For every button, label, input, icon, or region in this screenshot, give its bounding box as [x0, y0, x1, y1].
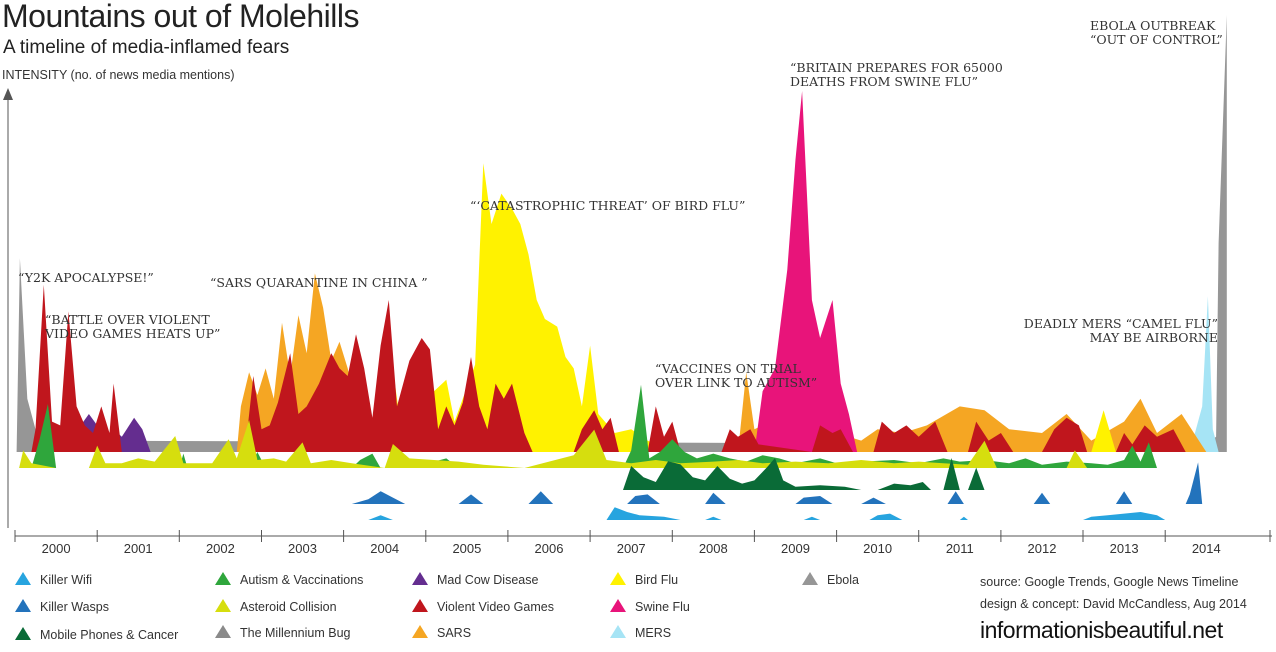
- annotation: DEADLY MERS “CAMEL FLU” MAY BE AIRBORNE: [1024, 316, 1218, 345]
- page-title: Mountains out of Molehills: [2, 0, 359, 34]
- legend-item: Killer Wifi: [15, 572, 92, 587]
- legend-item: Autism & Vaccinations: [215, 572, 363, 587]
- legend-triangle-icon: [802, 572, 818, 585]
- legend-item: The Millennium Bug: [215, 625, 350, 640]
- x-tick-label: 2003: [288, 541, 317, 556]
- series-bird-flu: [384, 163, 1116, 452]
- series-mers: [1189, 296, 1219, 452]
- legend-item: MERS: [610, 625, 671, 640]
- x-tick-label: 2013: [1110, 541, 1139, 556]
- legend-label: Swine Flu: [635, 600, 690, 614]
- legend-triangle-icon: [412, 572, 428, 585]
- legend-label: Mobile Phones & Cancer: [40, 628, 179, 642]
- legend-label: Violent Video Games: [437, 600, 554, 614]
- legend-item: Mobile Phones & Cancer: [15, 627, 178, 642]
- legend-item: Killer Wasps: [15, 599, 109, 614]
- x-tick-label: 2006: [535, 541, 564, 556]
- x-tick-label: 2002: [206, 541, 235, 556]
- legend-triangle-icon: [15, 627, 31, 640]
- x-tick-label: 2012: [1028, 541, 1057, 556]
- legend-triangle-icon: [215, 625, 231, 638]
- x-tick-label: 2007: [617, 541, 646, 556]
- legend-triangle-icon: [412, 599, 428, 612]
- x-tick-label: 2004: [370, 541, 399, 556]
- design-credit: design & concept: David McCandless, Aug …: [980, 597, 1247, 611]
- legend-item: Bird Flu: [610, 572, 678, 587]
- x-tick-label: 2001: [124, 541, 153, 556]
- page-subtitle: A timeline of media-inflamed fears: [3, 37, 290, 58]
- legend-label: Killer Wifi: [40, 573, 93, 587]
- series-ebola: [16, 15, 1227, 452]
- source-credit: source: Google Trends, Google News Timel…: [980, 575, 1239, 589]
- legend-item: Ebola: [802, 572, 859, 587]
- legend-label: MERS: [635, 626, 672, 640]
- series-killer-wifi: [368, 507, 1166, 520]
- legend-item: Swine Flu: [610, 599, 690, 614]
- x-tick-label: 2008: [699, 541, 728, 556]
- legend-triangle-icon: [215, 572, 231, 585]
- legend-item: Asteroid Collision: [215, 599, 337, 614]
- legend-label: Mad Cow Disease: [437, 573, 539, 587]
- legend-label: Killer Wasps: [40, 600, 109, 614]
- legend-label: Asteroid Collision: [240, 600, 337, 614]
- legend-triangle-icon: [610, 572, 626, 585]
- series-violent-video-games: [31, 284, 1186, 452]
- annotations: “Y2K APOCALYPSE!” “BATTLE OVER VIOLENT VID…: [18, 18, 1223, 390]
- legend-item: SARS: [412, 625, 471, 640]
- legend-triangle-icon: [610, 625, 626, 638]
- annotation: “BATTLE OVER VIOLENT VIDEO GAMES HEATS UP…: [44, 312, 220, 341]
- legend-triangle-icon: [15, 599, 31, 612]
- legend-item: Violent Video Games: [412, 599, 554, 614]
- legend-label: SARS: [437, 626, 472, 640]
- brand-logo-text: informationisbeautiful.net: [980, 617, 1223, 643]
- annotation: “SARS QUARANTINE IN CHINA ”: [210, 275, 428, 290]
- legend-item: Mad Cow Disease: [412, 572, 538, 587]
- annotation: “BRITAIN PREPARES FOR 65000 DEATHS FROM S…: [790, 60, 1003, 89]
- annotation: “VACCINES ON TRIAL OVER LINK TO AUTISM”: [655, 361, 817, 390]
- legend-triangle-icon: [412, 625, 428, 638]
- timeline-chart: 2000 2001 2002 2003 2004 2005 2006 2007 2008 2009…: [3, 15, 1272, 556]
- x-tick-label: 2011: [946, 541, 974, 556]
- annotation: “Y2K APOCALYPSE!”: [18, 270, 154, 285]
- x-tick-label: 2009: [781, 541, 810, 556]
- x-tick-label: 2000: [42, 541, 71, 556]
- series-asteroid-collision: [19, 420, 1088, 468]
- legend-label: Bird Flu: [635, 573, 679, 587]
- series-areas: [16, 15, 1227, 520]
- legend-label: Ebola: [827, 573, 859, 587]
- series-mobile-phones-cancer: [623, 458, 985, 490]
- legend-triangle-icon: [215, 599, 231, 612]
- annotation: “‘CATASTROPHIC THREAT’ OF BIRD FLU”: [470, 198, 745, 213]
- y-axis-label: INTENSITY (no. of news media mentions): [2, 68, 235, 82]
- x-tick-label: 2005: [452, 541, 481, 556]
- series-sars: [236, 273, 1207, 452]
- y-axis-arrow: [3, 88, 13, 100]
- legend-label: Autism & Vaccinations: [240, 573, 364, 587]
- legend-triangle-icon: [610, 599, 626, 612]
- series-swine-flu: [754, 91, 911, 452]
- axes: 2000 2001 2002 2003 2004 2005 2006 2007 2008 2009…: [3, 88, 1272, 556]
- x-tick-label: 2010: [863, 541, 892, 556]
- legend-label: The Millennium Bug: [240, 626, 351, 640]
- x-tick-label: 2014: [1192, 541, 1221, 556]
- annotation: EBOLA OUTBREAK “OUT OF CONTROL”: [1090, 18, 1223, 47]
- legend-triangle-icon: [15, 572, 31, 585]
